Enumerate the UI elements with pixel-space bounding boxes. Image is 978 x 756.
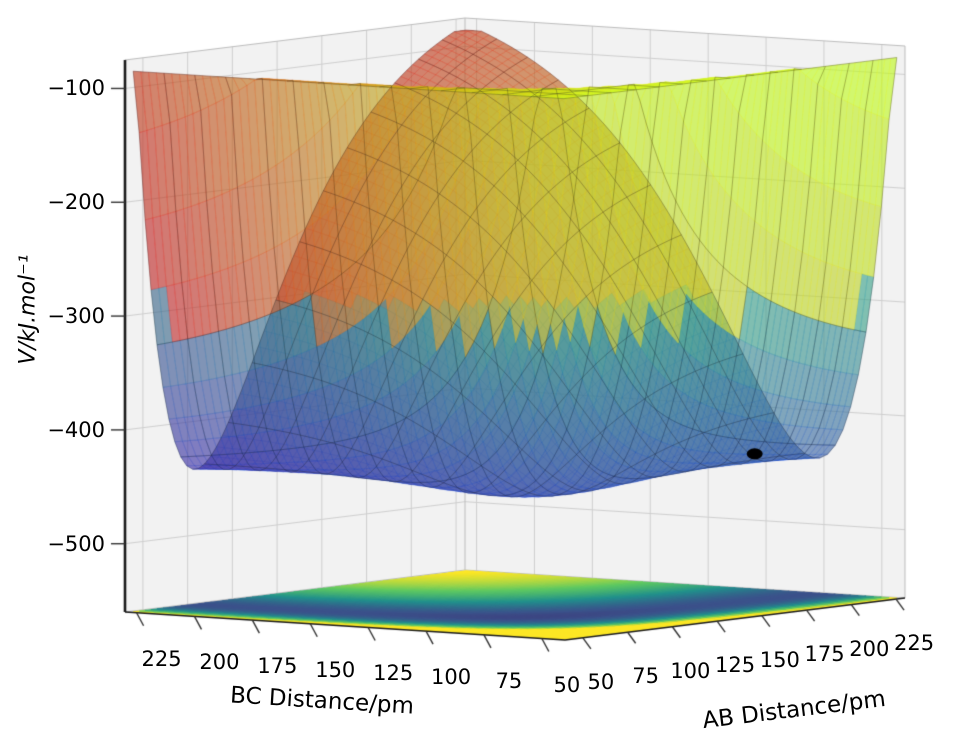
- pes-3d-figure: V/kJ.mol⁻¹ BC Distance/pm AB Distance/pm…: [0, 0, 978, 756]
- surface-plot-canvas: [0, 0, 978, 756]
